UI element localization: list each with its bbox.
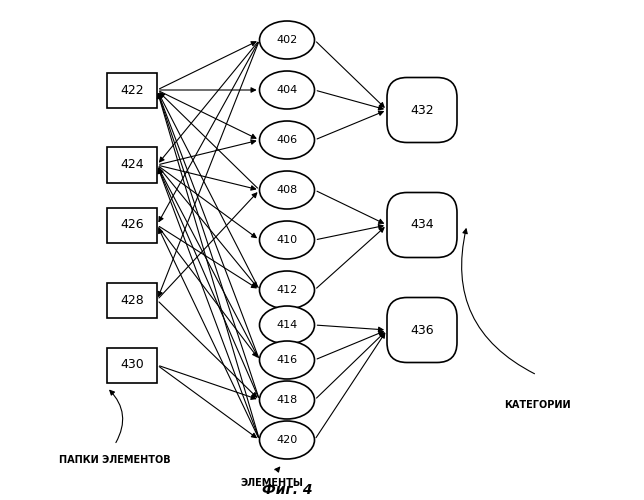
Text: 404: 404 [276,85,298,95]
Text: 412: 412 [276,285,298,295]
Ellipse shape [260,21,314,59]
Text: 416: 416 [276,355,298,365]
Text: 426: 426 [120,218,144,232]
FancyBboxPatch shape [387,298,457,362]
Ellipse shape [260,421,314,459]
Ellipse shape [260,71,314,109]
Text: 428: 428 [120,294,144,306]
Ellipse shape [260,121,314,159]
Text: 436: 436 [410,324,434,336]
Bar [107,208,157,242]
Bar [107,348,157,382]
Text: 406: 406 [276,135,298,145]
Text: КАТЕГОРИИ: КАТЕГОРИИ [504,400,571,410]
Bar [107,72,157,108]
Ellipse shape [260,381,314,419]
Ellipse shape [260,271,314,309]
Text: 422: 422 [120,84,144,96]
Text: 430: 430 [120,358,144,372]
Bar [107,148,157,182]
FancyBboxPatch shape [387,192,457,258]
Text: 420: 420 [276,435,298,445]
Text: ЭЛЕМЕНТЫ: ЭЛЕМЕНТЫ [241,478,303,488]
Bar [107,282,157,318]
Text: 414: 414 [276,320,298,330]
Text: 410: 410 [276,235,298,245]
Ellipse shape [260,221,314,259]
Ellipse shape [260,171,314,209]
Text: 432: 432 [410,104,434,117]
Ellipse shape [260,306,314,344]
Text: Фиг. 4: Фиг. 4 [261,484,312,498]
Text: 408: 408 [276,185,298,195]
Text: 424: 424 [120,158,144,172]
FancyBboxPatch shape [387,78,457,142]
Text: 434: 434 [410,218,434,232]
Ellipse shape [260,341,314,379]
Text: 402: 402 [276,35,298,45]
Text: ПАПКИ ЭЛЕМЕНТОВ: ПАПКИ ЭЛЕМЕНТОВ [59,455,170,465]
Text: 418: 418 [276,395,298,405]
